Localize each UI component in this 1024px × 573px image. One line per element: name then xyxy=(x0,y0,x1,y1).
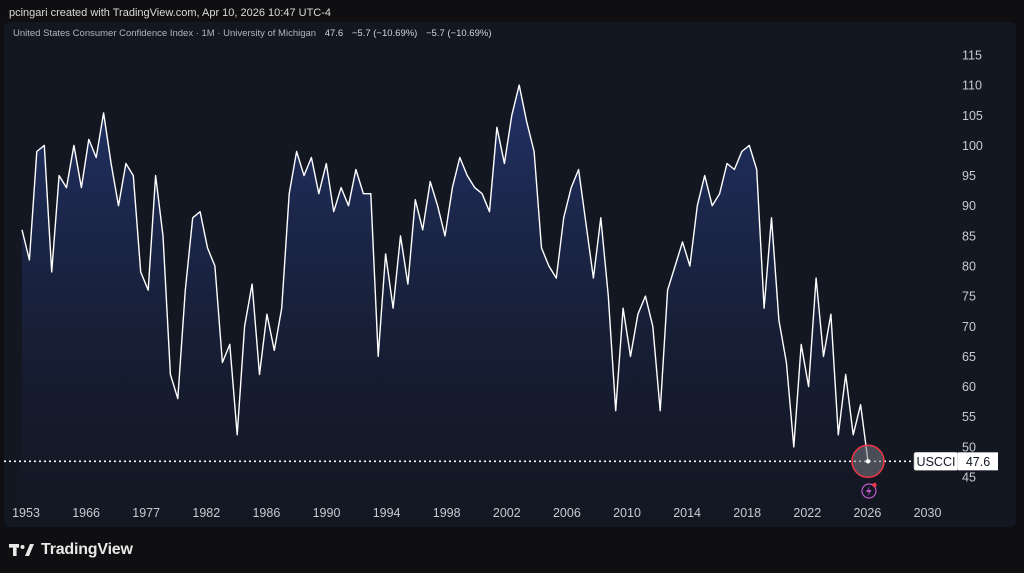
y-tick-label: 65 xyxy=(962,350,976,364)
y-tick-label: 55 xyxy=(962,410,976,424)
y-tick-label: 70 xyxy=(962,320,976,334)
legend-change-2: −5.7 (−10.69%) xyxy=(426,28,492,39)
y-tick-label: 50 xyxy=(962,440,976,454)
legend-change-1: −5.7 (−10.69%) xyxy=(351,28,418,39)
x-tick-label: 2010 xyxy=(613,506,641,520)
chart-legend: United States Consumer Confidence Index … xyxy=(13,28,492,39)
x-tick-label: 2030 xyxy=(914,506,942,520)
legend-last-value: 47.6 xyxy=(324,28,344,39)
x-tick-label: 2002 xyxy=(493,506,521,520)
x-tick-label: 1966 xyxy=(72,506,100,520)
series-area xyxy=(22,85,868,527)
x-tick-label: 1953 xyxy=(12,506,40,520)
y-tick-label: 105 xyxy=(962,109,983,123)
x-tick-label: 2006 xyxy=(553,506,581,520)
x-tick-label: 1986 xyxy=(252,506,280,520)
tradingview-logo: TradingView xyxy=(9,541,133,559)
price-tag-symbol: USCCI xyxy=(917,455,956,469)
tradingview-logo-icon xyxy=(9,544,34,556)
x-tick-label: 1994 xyxy=(373,506,401,520)
x-tick-label: 1990 xyxy=(313,506,341,520)
price-tag[interactable]: USCCI 47.6 xyxy=(913,452,998,471)
x-tick-label: 1982 xyxy=(192,506,220,520)
last-point-dot xyxy=(865,459,871,464)
y-tick-label: 115 xyxy=(962,49,982,63)
y-tick-label: 80 xyxy=(962,260,976,274)
y-tick-label: 90 xyxy=(962,199,976,213)
x-tick-label: 2022 xyxy=(793,506,821,520)
legend-title: United States Consumer Confidence Index … xyxy=(13,28,317,39)
chart-panel[interactable]: 45 50 55 60 65 70 75 80 85 90 95 100 105 110 115 1953 1… xyxy=(4,22,1016,527)
y-tick-label: 75 xyxy=(962,290,976,304)
event-bolt-icon[interactable] xyxy=(861,483,877,499)
x-tick-label: 1977 xyxy=(132,506,160,520)
series-line[interactable] xyxy=(21,84,869,462)
x-tick-label: 1998 xyxy=(433,506,461,520)
event-notification-dot xyxy=(872,482,877,488)
y-tick-label: 85 xyxy=(962,229,976,243)
x-tick-label: 2018 xyxy=(733,506,761,520)
chart-svg[interactable]: 45 50 55 60 65 70 75 80 85 90 95 100 105 110 115 1953 1… xyxy=(4,22,1016,527)
y-tick-label: 100 xyxy=(962,139,983,153)
y-tick-label: 110 xyxy=(962,79,982,93)
y-tick-label: 95 xyxy=(962,169,976,183)
tradingview-brand: TradingView xyxy=(41,541,133,558)
x-tick-label: 2026 xyxy=(853,506,881,520)
x-tick-label: 2014 xyxy=(673,506,701,520)
price-tag-value: 47.6 xyxy=(966,455,990,469)
y-tick-label: 60 xyxy=(962,380,976,394)
chart-credit: pcingari created with TradingView.com, A… xyxy=(9,7,332,19)
y-tick-label: 45 xyxy=(962,471,976,485)
bolt-icon xyxy=(866,486,872,497)
